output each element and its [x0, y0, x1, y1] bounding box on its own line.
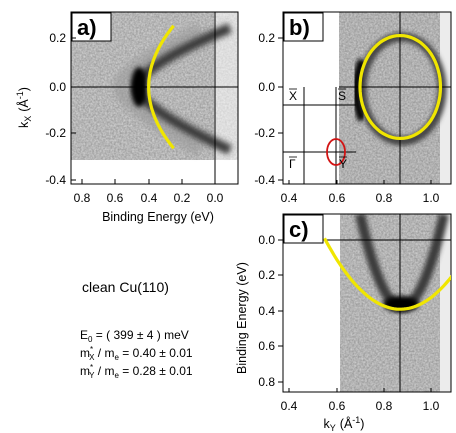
panel-c-frame [282, 213, 452, 393]
panel-c-fit-curve [323, 237, 451, 311]
panel-c-ytick: 0.2 [258, 268, 275, 282]
panel-b-fit-ellipse [358, 33, 443, 141]
panel-c-label: c) [289, 217, 309, 242]
panel-b-xticks: 0.4 0.6 0.8 1.0 [281, 180, 440, 205]
bz-label-gamma: Γ [289, 157, 296, 171]
panel-c-xtick: 0.6 [329, 399, 346, 413]
panel-b-ytick: 0.0 [258, 80, 275, 94]
panel-c: c) 0.0 0.2 0.4 0.6 0.8 0.4 0.6 0.8 1.0 k… [235, 213, 452, 433]
panel-b-frame [282, 11, 452, 185]
panel-c-xtick: 0.8 [376, 399, 393, 413]
panel-b: X S Γ Y b) 0.2 0.0 -0.2 -0.4 0.4 0.6 0.8… [254, 11, 452, 205]
brillouin-zone-inset: X S Γ Y [283, 87, 356, 184]
panel-a-xtick: 0.2 [174, 191, 191, 205]
panel-a-xtick: 0.6 [107, 191, 124, 205]
panel-b-ytick: -0.2 [254, 126, 275, 140]
panel-b-yticks: 0.2 0.0 -0.2 -0.4 [254, 31, 283, 187]
panel-c-yticks: 0.0 0.2 0.4 0.6 0.8 [258, 233, 283, 389]
panel-a-ytick: 0.0 [49, 80, 66, 94]
panel-b-xtick: 1.0 [423, 191, 440, 205]
panel-a-yticks: 0.2 0.0 -0.2 -0.4 [45, 31, 76, 187]
binding-energy-value: E0 = ( 399 ± 4 ) meV [80, 328, 189, 344]
panel-c-ytick: 0.0 [258, 233, 275, 247]
panel-c-heatmap [340, 214, 451, 392]
panel-c-xticks: 0.4 0.6 0.8 1.0 [281, 388, 440, 413]
sample-label: clean Cu(110) [82, 279, 169, 295]
panel-a-frame [70, 11, 239, 185]
panel-c-ytick: 0.8 [258, 375, 275, 389]
panel-a-ytick: -0.4 [45, 173, 66, 187]
bz-label-x: X [289, 89, 297, 103]
panel-a-xtick: 0.0 [207, 191, 224, 205]
panel-a-xticks: 0.8 0.6 0.4 0.2 0.0 [74, 179, 224, 205]
panel-c-xtick: 1.0 [423, 399, 440, 413]
panel-c-ytick: 0.4 [258, 304, 275, 318]
panel-a-xlabel: Binding Energy (eV) [102, 210, 214, 224]
panel-b-ytick: 0.2 [258, 31, 275, 45]
annotations: clean Cu(110) E0 = ( 399 ± 4 ) meV m* X /… [80, 279, 193, 380]
panel-a-label-box [71, 12, 112, 42]
panel-c-xlabel: kY (Å-1) [324, 415, 365, 433]
panel-c-label-box [283, 214, 324, 244]
panel-a-xtick: 0.4 [141, 191, 158, 205]
panel-a-ytick: -0.2 [45, 126, 66, 140]
panel-c-xtick: 0.4 [281, 399, 298, 413]
panel-a-ylabel: kX(Å-1) [15, 87, 33, 128]
panel-b-label: b) [289, 15, 310, 40]
effective-mass-y: m* Y / me = 0.28 ± 0.01 [80, 363, 193, 380]
panel-a-fit-curve [147, 24, 175, 150]
effective-mass-x: m* X / me = 0.40 ± 0.01 [80, 345, 193, 362]
panel-b-heatmap [339, 12, 451, 184]
panel-c-ytick: 0.6 [258, 339, 275, 353]
panel-b-xtick: 0.8 [376, 191, 393, 205]
panel-b-xtick: 0.4 [281, 191, 298, 205]
panel-c-ylabel: Binding Energy (eV) [235, 262, 249, 374]
panel-b-ytick: -0.4 [254, 173, 275, 187]
panel-a-label: a) [77, 15, 97, 40]
panel-b-label-box [283, 12, 324, 42]
panel-a-ytick: 0.2 [49, 31, 66, 45]
bz-label-s: S [338, 89, 346, 103]
panel-a-xtick: 0.8 [74, 191, 91, 205]
panel-b-xtick: 0.6 [329, 191, 346, 205]
fermi-contour-marker [326, 138, 346, 166]
panel-a: a) 0.2 0.0 -0.2 -0.4 0.8 0.6 0.4 0.2 0.0… [15, 11, 239, 224]
bz-label-y: Y [339, 157, 347, 171]
